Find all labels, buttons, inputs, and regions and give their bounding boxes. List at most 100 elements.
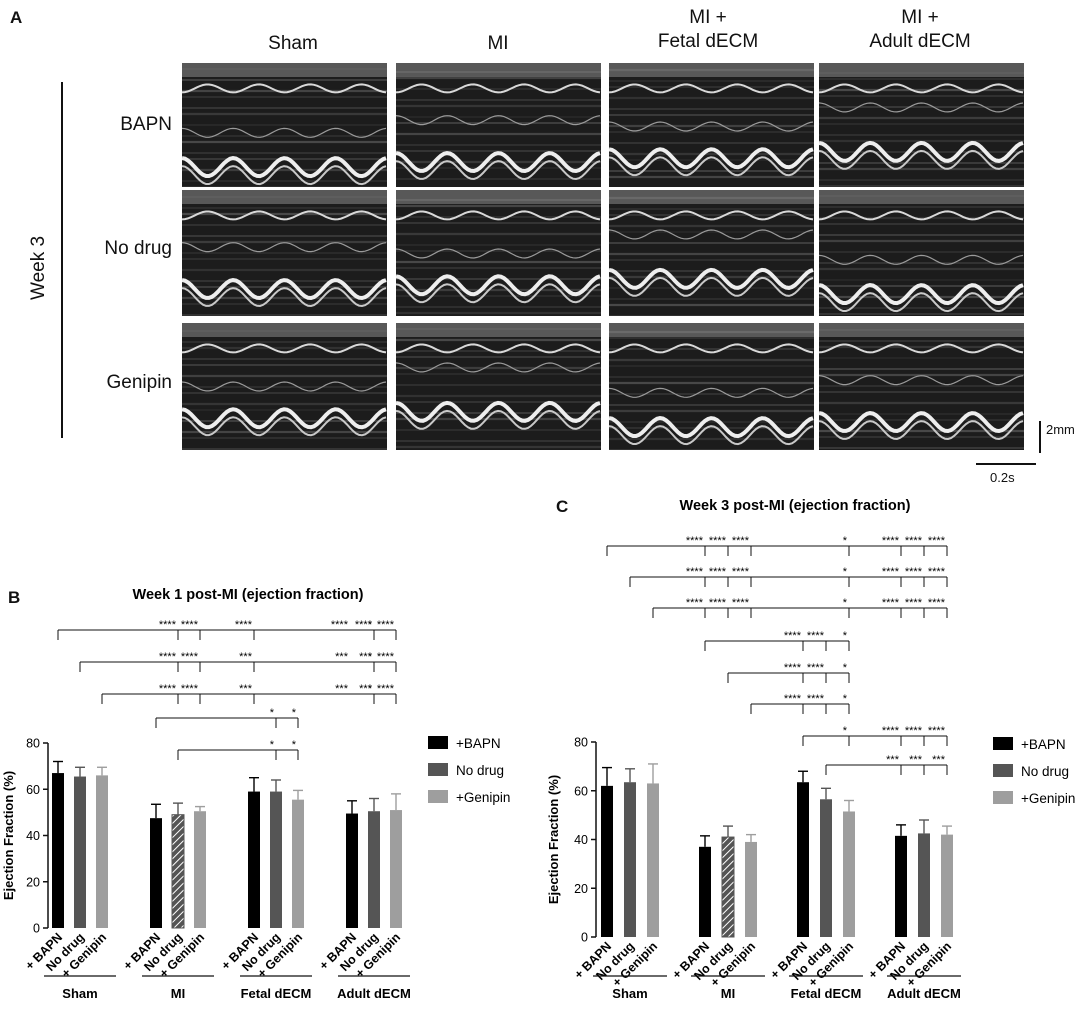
significance-stars: * — [368, 651, 373, 663]
echo-posterior-wall — [396, 151, 601, 174]
echo-image-row3-col4 — [819, 323, 1024, 450]
echo-posterior-wall-2 — [609, 156, 814, 177]
echo-anterior-wall — [182, 210, 387, 221]
echo-top-tissue — [396, 190, 601, 204]
column-header-mi-adult-decm: MI + Adult dECM — [869, 7, 971, 52]
bar-adult-decm-bapn — [895, 835, 907, 937]
y-tick-label: 60 — [26, 783, 40, 797]
echo-anterior-wall — [609, 343, 814, 354]
echo-mid-structure — [819, 375, 1024, 386]
echo-anterior-wall — [182, 343, 387, 354]
echo-top-tissue — [819, 190, 1024, 204]
significance-stars: **** — [377, 619, 395, 631]
significance-stars: **** — [807, 662, 825, 674]
echo-anterior-wall — [819, 343, 1024, 354]
significance-stars: **** — [732, 597, 750, 609]
y-axis-label: Ejection Fraction (%) — [1, 771, 16, 900]
echo-posterior-wall — [609, 416, 814, 439]
echo-top-tissue — [396, 63, 601, 77]
y-tick-label: 80 — [574, 736, 588, 750]
significance-stars: *** — [359, 651, 373, 663]
column-header-mi: MI — [487, 33, 509, 54]
significance-stars: *** — [239, 651, 253, 663]
echo-mid-structure — [609, 121, 814, 132]
significance-stars: **** — [882, 597, 900, 609]
echo-posterior-wall — [819, 411, 1024, 434]
significance-stars: **** — [181, 683, 199, 695]
scale-bar-horizontal — [976, 463, 1036, 465]
significance-stars: **** — [159, 651, 177, 663]
significance-stars: **** — [686, 597, 704, 609]
echo-image-row2-col2 — [396, 190, 601, 316]
significance-stars: * — [292, 707, 297, 719]
bar-fetal-decm-genipin — [292, 799, 304, 928]
significance-stars: * — [843, 535, 848, 547]
significance-stars: **** — [905, 535, 923, 547]
significance-stars: * — [843, 630, 848, 642]
bar-adult-decm-bapn — [346, 813, 358, 928]
significance-stars: **** — [905, 725, 923, 737]
bar-adult-decm-genipin — [390, 810, 402, 928]
legend-swatch — [993, 764, 1013, 777]
echo-image-row3-col3 — [609, 323, 814, 450]
y-axis-label: Ejection Fraction (%) — [546, 775, 561, 904]
y-tick-label: 60 — [574, 784, 588, 798]
significance-stars: **** — [905, 566, 923, 578]
echo-top-tissue — [819, 323, 1024, 337]
significance-stars: * — [368, 619, 373, 631]
significance-stars: **** — [686, 566, 704, 578]
legend-swatch — [428, 763, 448, 776]
bar-adult-decm-nodrug — [368, 811, 380, 928]
legend-label: +Genipin — [1021, 791, 1075, 806]
significance-stars: **** — [181, 619, 199, 631]
significance-stars: * — [270, 739, 275, 751]
significance-stars: **** — [709, 566, 727, 578]
echo-image-row2-col1 — [182, 190, 387, 316]
scale-label-0-2s: 0.2s — [990, 470, 1015, 485]
bar-sham-nodrug — [624, 782, 636, 937]
legend-swatch — [428, 736, 448, 749]
group-label-mi: MI — [171, 986, 185, 1001]
significance-stars: **** — [905, 597, 923, 609]
significance-stars: *** — [335, 683, 349, 695]
significance-stars: *** — [359, 683, 373, 695]
echo-top-tissue — [182, 190, 387, 204]
echo-posterior-wall-2 — [819, 292, 1024, 313]
bar-mi-genipin — [745, 841, 757, 937]
bar-sham-bapn — [52, 773, 64, 928]
significance-stars: **** — [159, 619, 177, 631]
significance-stars: **** — [159, 683, 177, 695]
echo-anterior-wall — [396, 343, 601, 354]
chart-title: Week 1 post-MI (ejection fraction) — [133, 587, 364, 603]
echo-image-row1-col3 — [609, 63, 814, 187]
bar-mi-nodrug — [721, 836, 735, 938]
echo-posterior-wall-2 — [609, 425, 814, 446]
echo-posterior-wall — [182, 156, 387, 179]
significance-stars: **** — [355, 619, 373, 631]
bar-mi-nodrug — [171, 814, 185, 929]
week3-side-label: Week 3 — [28, 235, 49, 300]
significance-stars: * — [843, 566, 848, 578]
row-header-bapn: BAPN — [120, 114, 172, 135]
echo-top-tissue — [396, 323, 601, 337]
group-label-fetal-decm: Fetal dECM — [791, 986, 862, 1001]
echo-anterior-wall — [396, 210, 601, 221]
significance-stars: * — [843, 725, 848, 737]
echo-image-row1-col2 — [396, 63, 601, 187]
bar-fetal-decm-genipin — [843, 811, 855, 937]
bar-sham-genipin — [96, 775, 108, 928]
echo-mid-structure — [609, 229, 814, 240]
echo-image-row3-col1 — [182, 323, 387, 450]
echo-posterior-wall-2 — [819, 149, 1024, 170]
bar-adult-decm-nodrug — [918, 833, 930, 937]
significance-stars: **** — [181, 651, 199, 663]
significance-stars: **** — [709, 597, 727, 609]
week3-bracket-line — [61, 82, 63, 438]
significance-stars: *** — [335, 651, 349, 663]
echo-anterior-wall — [819, 83, 1024, 94]
significance-stars: **** — [686, 535, 704, 547]
echo-top-tissue — [182, 323, 387, 337]
echo-posterior-wall-2 — [182, 287, 387, 308]
significance-stars: **** — [732, 535, 750, 547]
significance-stars: *** — [932, 754, 946, 766]
